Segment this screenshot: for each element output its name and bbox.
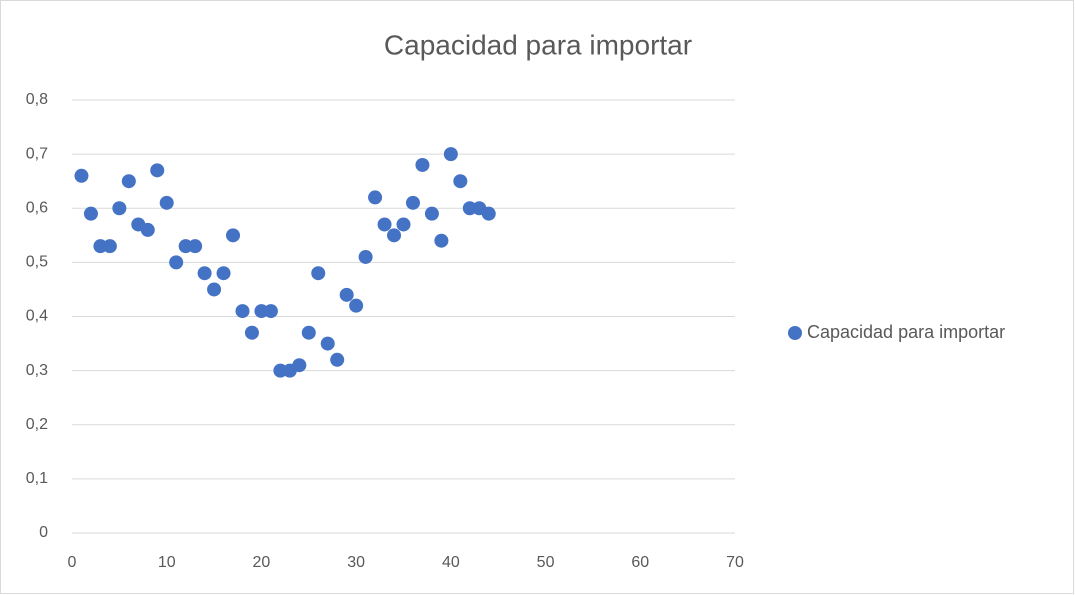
x-tick-label: 50	[537, 554, 555, 571]
data-point	[244, 325, 259, 340]
data-point	[481, 206, 496, 221]
data-point	[207, 282, 222, 297]
data-point	[349, 298, 364, 313]
x-tick-label: 0	[68, 554, 77, 571]
data-point	[74, 168, 89, 183]
data-point	[169, 255, 184, 270]
y-tick-label: 0,8	[26, 91, 48, 108]
data-point	[121, 174, 136, 189]
data-point	[292, 358, 307, 373]
data-point	[358, 249, 373, 264]
x-tick-label: 20	[253, 554, 271, 571]
data-point	[188, 239, 203, 254]
x-tick-label: 10	[158, 554, 176, 571]
data-point	[424, 206, 439, 221]
y-tick-label: 0,2	[26, 416, 48, 433]
data-point	[83, 206, 98, 221]
legend-label: Capacidad para importar	[807, 322, 1005, 342]
y-tick-label: 0	[39, 524, 48, 541]
data-point	[320, 336, 335, 351]
y-tick-label: 0,5	[26, 254, 48, 271]
data-point	[330, 352, 345, 367]
x-tick-label: 60	[631, 554, 649, 571]
y-tick-label: 0,6	[26, 199, 48, 216]
y-tick-label: 0,7	[26, 145, 48, 162]
x-tick-label: 40	[442, 554, 460, 571]
x-tick-label: 30	[347, 554, 365, 571]
data-point	[216, 266, 231, 281]
data-point	[377, 217, 392, 232]
data-point	[368, 190, 383, 205]
x-tick-label: 70	[726, 554, 744, 571]
data-point	[387, 228, 402, 243]
data-point	[197, 266, 212, 281]
data-point	[405, 195, 420, 210]
data-point	[159, 195, 174, 210]
data-point	[235, 304, 250, 319]
data-point	[140, 222, 155, 237]
data-point	[226, 228, 241, 243]
data-point	[311, 266, 326, 281]
data-point	[301, 325, 316, 340]
data-point	[112, 201, 127, 216]
data-point	[263, 304, 278, 319]
y-tick-label: 0,1	[26, 470, 48, 487]
data-point	[102, 239, 117, 254]
data-point	[339, 287, 354, 302]
data-point	[150, 163, 165, 178]
data-point	[415, 157, 430, 172]
legend-marker	[788, 326, 802, 340]
data-point	[396, 217, 411, 232]
data-point	[434, 233, 449, 248]
chart-title: Capacidad para importar	[384, 29, 692, 60]
y-tick-label: 0,3	[26, 362, 48, 379]
data-point	[453, 174, 468, 189]
data-point	[443, 147, 458, 162]
y-tick-label: 0,4	[26, 308, 48, 325]
